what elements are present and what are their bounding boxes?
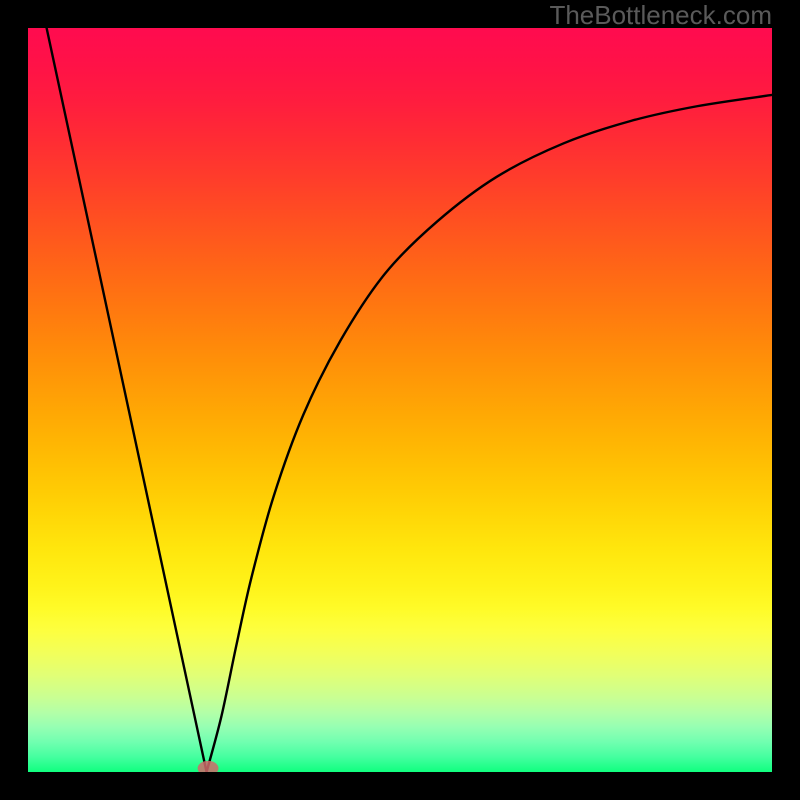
watermark-text: TheBottleneck.com <box>549 0 772 28</box>
minimum-marker <box>198 761 219 772</box>
bottleneck-curve <box>28 28 772 772</box>
plot-area <box>28 28 772 772</box>
chart-container: TheBottleneck.com <box>0 0 800 800</box>
